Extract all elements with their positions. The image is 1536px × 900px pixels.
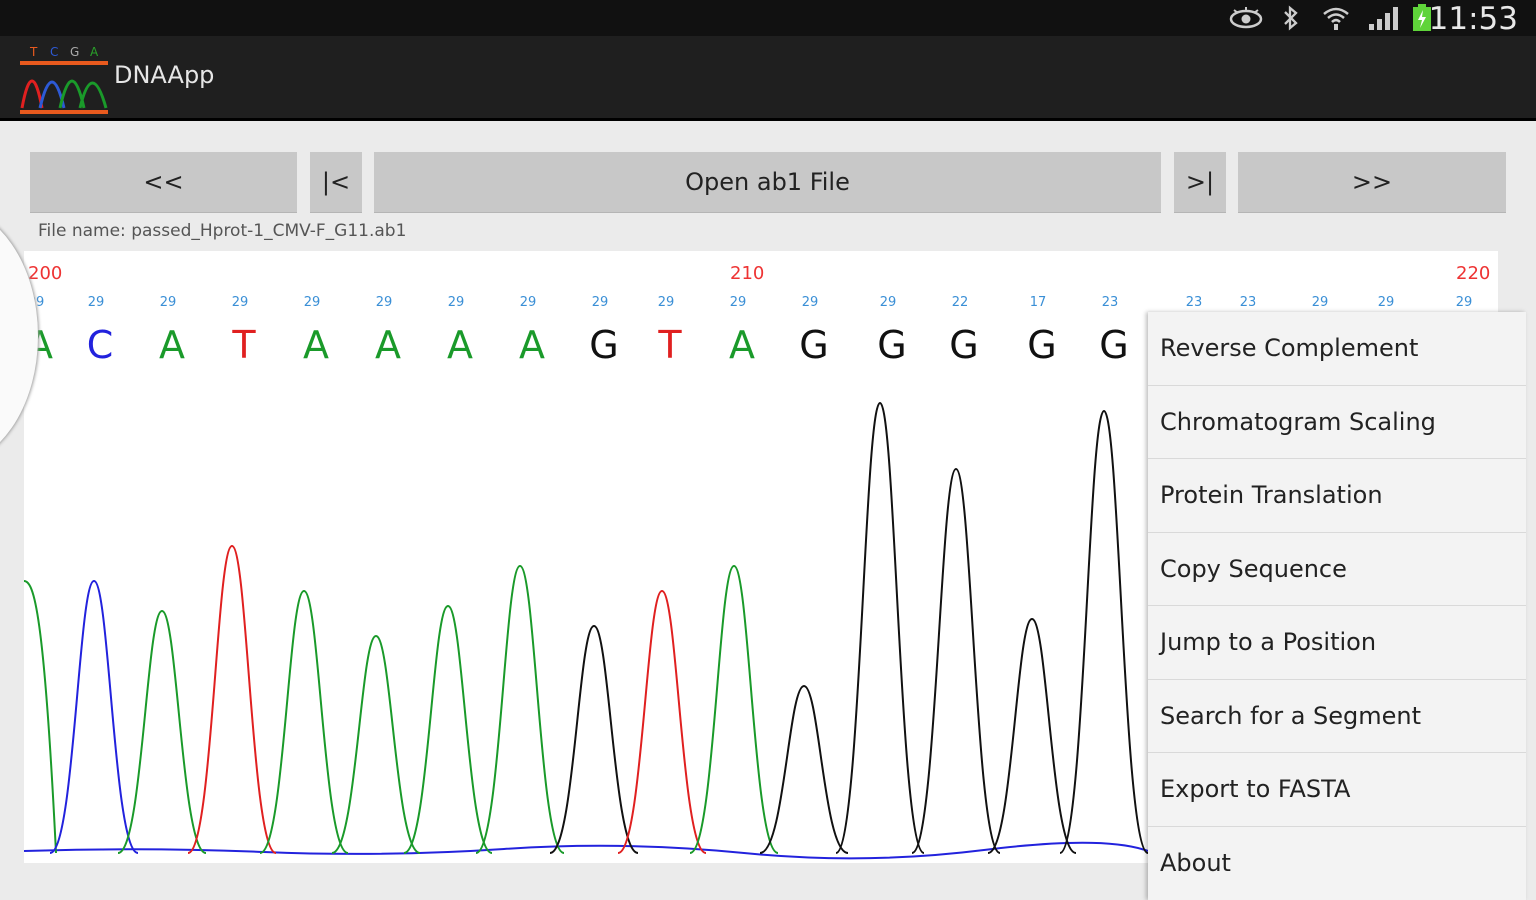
base-call: T [658, 323, 682, 367]
quality-score: 29 [1377, 295, 1395, 310]
quality-score: 29 [159, 295, 177, 310]
trace-peak [617, 589, 707, 854]
base-call: G [949, 323, 979, 367]
menu-item-chromatogram-scaling[interactable]: Chromatogram Scaling [1148, 386, 1526, 459]
trace-peak [987, 617, 1077, 854]
trace-peak [1059, 409, 1149, 854]
trace-peak [911, 467, 1001, 854]
base-call: G [877, 323, 907, 367]
base-call: A [159, 323, 185, 367]
base-call: G [1027, 323, 1057, 367]
wifi-icon [1320, 6, 1352, 30]
eye-icon [1228, 6, 1264, 30]
base-call: A [303, 323, 329, 367]
next-page-button[interactable]: >> [1238, 152, 1506, 212]
quality-score: 29 [1311, 295, 1329, 310]
signal-icon [1366, 6, 1402, 30]
baseline-trace [24, 841, 1149, 860]
quality-score: 29 [447, 295, 465, 310]
trace-peak [403, 604, 493, 854]
position-label: 220 [1456, 263, 1491, 284]
quality-score: 29 [657, 295, 675, 310]
base-call: T [232, 323, 256, 367]
base-call: G [799, 323, 829, 367]
app-title: DNAApp [114, 61, 215, 89]
overflow-menu: Reverse Complement Chromatogram Scaling … [1148, 312, 1526, 900]
base-call: A [519, 323, 545, 367]
quality-score: 29 [375, 295, 393, 310]
base-call: C [86, 323, 114, 367]
trace-peak [475, 564, 565, 854]
position-label: 210 [730, 263, 765, 284]
status-bar: 11:53 [0, 0, 1536, 37]
trace-peak [549, 624, 639, 854]
quality-score: 29 [519, 295, 537, 310]
base-call: A [447, 323, 473, 367]
open-file-button[interactable]: Open ab1 File [374, 152, 1161, 212]
first-button[interactable]: |< [310, 152, 362, 212]
action-bar: T C G A DNAApp [0, 36, 1536, 121]
last-button[interactable]: >| [1174, 152, 1226, 212]
base-call: A [375, 323, 401, 367]
base-call: G [589, 323, 619, 367]
position-label: 200 [28, 263, 63, 284]
quality-score: 23 [1239, 295, 1257, 310]
file-name-label: File name: passed_Hprot-1_CMV-F_G11.ab1 [38, 221, 407, 241]
trace-peak [24, 580, 57, 854]
quality-score: 29 [87, 295, 105, 310]
svg-text:T: T [29, 45, 38, 59]
bluetooth-icon [1280, 5, 1302, 31]
menu-item-search-segment[interactable]: Search for a Segment [1148, 680, 1526, 753]
trace-peak [187, 544, 277, 854]
base-call: G [1099, 323, 1129, 367]
quality-score: 22 [951, 295, 969, 310]
trace-peak [259, 589, 349, 854]
trace-peak [49, 579, 139, 854]
battery-icon [1410, 4, 1434, 31]
svg-text:G: G [70, 45, 79, 59]
prev-page-button[interactable]: << [30, 152, 297, 212]
menu-item-protein-translation[interactable]: Protein Translation [1148, 459, 1526, 533]
menu-item-about[interactable]: About [1160, 848, 1231, 877]
menu-item-copy-sequence[interactable]: Copy Sequence [1148, 533, 1526, 606]
svg-text:A: A [90, 45, 99, 59]
base-call: A [729, 323, 755, 367]
trace-peak [759, 684, 849, 854]
quality-score: 29 [801, 295, 819, 310]
quality-score: 29 [591, 295, 609, 310]
svg-text:C: C [50, 45, 58, 59]
quality-score: 29 [729, 295, 747, 310]
menu-item-export-fasta[interactable]: Export to FASTA [1148, 753, 1526, 827]
chromatogram-traces [24, 401, 1149, 860]
trace-peak [117, 609, 207, 854]
menu-item-reverse-complement[interactable]: Reverse Complement [1148, 312, 1526, 386]
quality-score: 23 [1185, 295, 1203, 310]
app-logo[interactable]: T C G A [20, 44, 110, 114]
quality-score: 29 [879, 295, 897, 310]
quality-score: 23 [1101, 295, 1119, 310]
quality-score: 29 [231, 295, 249, 310]
clock: 11:53 [1428, 1, 1518, 37]
menu-item-jump-to-position[interactable]: Jump to a Position [1148, 606, 1526, 680]
trace-peak [835, 401, 925, 854]
quality-score: 17 [1029, 295, 1047, 310]
trace-peak [689, 564, 779, 854]
trace-peak [331, 634, 421, 854]
quality-score: 29 [1455, 295, 1473, 310]
quality-score: 29 [303, 295, 321, 310]
